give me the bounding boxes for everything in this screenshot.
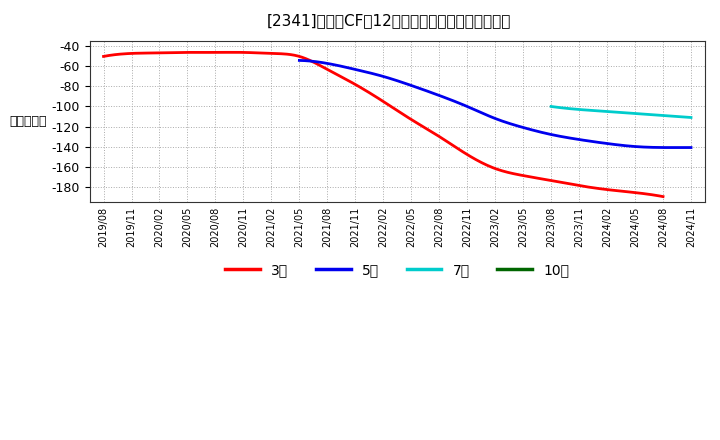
Y-axis label: （百万円）: （百万円） (9, 115, 47, 128)
Text: [2341]　投賄CFの12か月移動合計の平均値の推移: [2341] 投賄CFの12か月移動合計の平均値の推移 (266, 13, 511, 28)
Legend: 3年, 5年, 7年, 10年: 3年, 5年, 7年, 10年 (220, 258, 575, 283)
